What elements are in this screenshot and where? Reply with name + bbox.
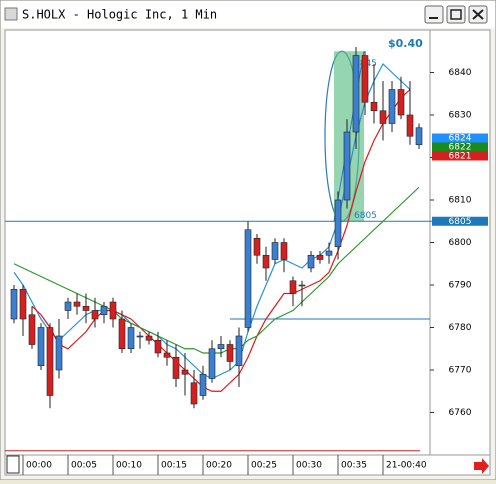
price-label-box <box>432 133 488 143</box>
candle-body <box>208 348 216 379</box>
candle-body <box>361 55 369 103</box>
y-tick-label: 6770 <box>449 366 472 376</box>
candle-body <box>37 327 45 367</box>
change-label: $0.40 <box>388 37 423 50</box>
window-buttons <box>424 5 488 24</box>
candle-body <box>100 305 108 316</box>
moving-average <box>13 186 420 354</box>
candle-body <box>406 114 414 137</box>
candle-body <box>253 237 261 256</box>
candle-body <box>55 335 63 371</box>
y-tick-label: 6800 <box>449 238 472 248</box>
candle-body <box>388 89 396 124</box>
candle-body <box>289 280 297 294</box>
candle-body <box>28 314 36 345</box>
x-tick-label: 00:35 <box>341 461 367 471</box>
price-label-box <box>432 151 488 161</box>
candle-body <box>415 127 423 146</box>
x-tick-label: 00:25 <box>251 461 277 471</box>
y-tick-label: 6760 <box>449 408 472 418</box>
scroll-box[interactable] <box>6 455 20 474</box>
minimize-button[interactable] <box>424 5 444 24</box>
y-tick-label: 6790 <box>449 281 472 291</box>
x-tick-label: 00:20 <box>206 461 232 471</box>
x-tick-label: 00:15 <box>161 461 187 471</box>
candle-body <box>154 339 162 354</box>
candle-body <box>82 305 90 311</box>
candle-body <box>109 301 117 320</box>
candle-body <box>316 254 324 260</box>
y-tick-label: 6840 <box>449 68 472 78</box>
window-title: S.HOLX - Hologic Inc, 1 Min <box>22 8 217 22</box>
candle-body <box>226 344 234 362</box>
title-bar <box>1 1 495 28</box>
x-tick-label: 00:10 <box>116 461 142 471</box>
candle-body <box>397 89 405 116</box>
candle-body <box>172 356 180 379</box>
y-tick-label: 6810 <box>449 196 472 206</box>
candle-body <box>262 254 270 269</box>
highlight-low-label: 6805 <box>354 211 377 221</box>
candle-body <box>91 310 99 320</box>
candle-body <box>145 335 153 341</box>
candle-body <box>217 344 225 350</box>
x-tick-label: 21-00:40 <box>386 461 427 471</box>
candle-body <box>334 199 342 248</box>
price-label: 6824 <box>449 134 472 144</box>
y-tick-label: 6830 <box>449 111 472 121</box>
close-icon <box>472 9 484 20</box>
candle-body <box>280 242 288 260</box>
candle-body <box>46 327 54 396</box>
candle-body <box>199 373 207 396</box>
candle-body <box>73 301 81 307</box>
price-axis <box>429 29 491 456</box>
candle-body <box>118 318 126 350</box>
price-label: 6822 <box>449 143 472 153</box>
hline-price-box <box>432 216 488 226</box>
maximize-icon <box>450 9 462 20</box>
candle-body <box>136 335 144 338</box>
x-tick-label: 00:30 <box>296 461 322 471</box>
candle-body <box>325 250 333 256</box>
candle-body <box>271 242 279 260</box>
y-tick-label: 6780 <box>449 323 472 333</box>
candle-body <box>244 229 252 328</box>
window-icon <box>4 7 18 21</box>
maximize-button[interactable] <box>446 5 466 24</box>
candle-body <box>370 101 378 112</box>
scroll-arrow[interactable] <box>474 458 489 474</box>
price-label-box <box>432 142 488 152</box>
candle-body <box>343 131 351 201</box>
candle-body <box>298 284 306 287</box>
candle-body <box>64 301 72 311</box>
candle-body <box>307 254 315 269</box>
candle-body <box>181 369 189 375</box>
price-label: 6821 <box>449 152 472 162</box>
x-tick-label: 00:05 <box>71 461 97 471</box>
candle-body <box>127 327 135 350</box>
candle-body <box>10 288 18 320</box>
candle-body <box>19 288 27 320</box>
x-tick-label: 00:00 <box>26 461 52 471</box>
hline-price-label: 6805 <box>449 217 472 227</box>
candle-body <box>190 382 198 405</box>
candle-body <box>379 110 387 124</box>
candle-body <box>235 335 243 367</box>
plot: 68456805$0.40 <box>5 37 460 452</box>
candle-body <box>352 55 360 133</box>
candle-body <box>163 352 171 358</box>
